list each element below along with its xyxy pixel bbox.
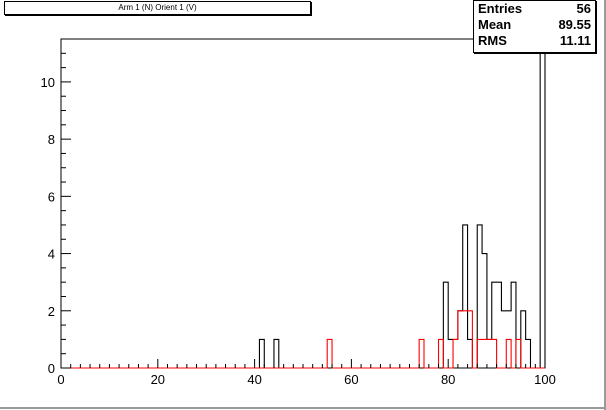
y-tick-label: 6	[48, 189, 55, 204]
y-tick-label: 8	[48, 132, 55, 147]
y-tick-label: 0	[48, 361, 55, 376]
stats-box: Entries 56 Mean 89.55 RMS 11.11	[473, 0, 596, 53]
x-tick-label: 80	[441, 372, 455, 387]
stats-rms-label: RMS	[478, 33, 507, 48]
stats-entries-value: 56	[576, 1, 591, 16]
histogram-series-1	[61, 52, 546, 369]
stats-entries-label: Entries	[478, 1, 523, 16]
y-tick-label: 10	[41, 75, 55, 90]
stats-rms-value: 11.11	[559, 33, 591, 48]
y-tick-label: 2	[48, 304, 55, 319]
stats-mean-row: Mean 89.55	[474, 17, 595, 33]
stats-mean-label: Mean	[478, 17, 512, 32]
x-tick-label: 60	[344, 372, 358, 387]
x-tick-label: 0	[57, 372, 64, 387]
x-tick-label: 20	[151, 372, 165, 387]
x-tick-label: 100	[534, 372, 556, 387]
histogram-series-2	[61, 310, 545, 369]
chart-title: Arm 1 (N) Orient 1 (V)	[4, 1, 311, 15]
x-tick-label: 40	[247, 372, 261, 387]
stats-mean-value: 89.55	[558, 17, 591, 32]
y-tick-label: 4	[48, 247, 55, 262]
stats-entries-row: Entries 56	[474, 1, 595, 17]
stats-rms-row: RMS 11.11	[474, 33, 595, 49]
